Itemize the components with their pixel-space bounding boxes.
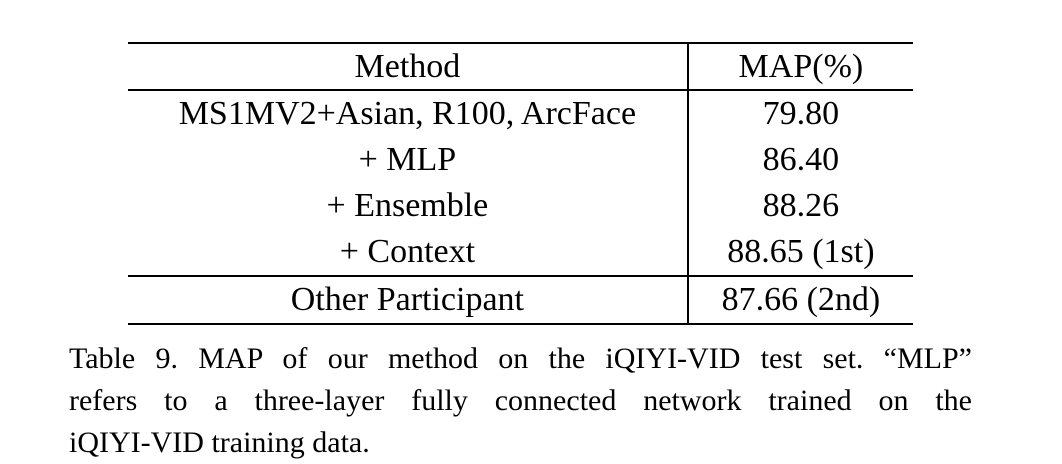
table-header-row: Method MAP(%) [128,42,913,91]
map-cell-best: 88.65 (1st) [686,229,913,276]
method-cell: Other Participant [128,275,688,325]
results-table-container: Method MAP(%) MS1MV2+Asian, R100, ArcFac… [128,42,913,325]
method-cell: MS1MV2+Asian, R100, ArcFace [178,95,637,132]
header-method: Method [128,42,688,91]
table-row: MS1MV2+Asian, R100, ArcFace 79.80 [128,90,913,137]
method-cell: + Ensemble [326,187,489,224]
results-table: Method MAP(%) MS1MV2+Asian, R100, ArcFac… [128,42,913,325]
table-row-other: Other Participant 87.66 (2nd) [128,275,913,325]
header-map: MAP(%) [686,42,913,91]
method-cell: + Context [339,233,476,270]
map-cell: 79.80 [686,90,913,137]
table-row: + MLP 86.40 [128,137,913,183]
caption-line: refers to a three-layer fully connected … [69,384,972,417]
map-cell: 88.26 [686,183,913,229]
map-cell: 87.66 (2nd) [686,275,913,325]
method-cell: + MLP [358,141,457,178]
caption-line: iQIYI-VID training data. [69,426,370,459]
table-caption: Table 9. MAP of our method on the iQIYI-… [69,338,972,464]
caption-line: Table 9. MAP of our method on the iQIYI-… [69,342,972,375]
table-row: + Context 88.65 (1st) [128,229,913,276]
map-cell: 86.40 [686,137,913,183]
table-row: + Ensemble 88.26 [128,183,913,229]
